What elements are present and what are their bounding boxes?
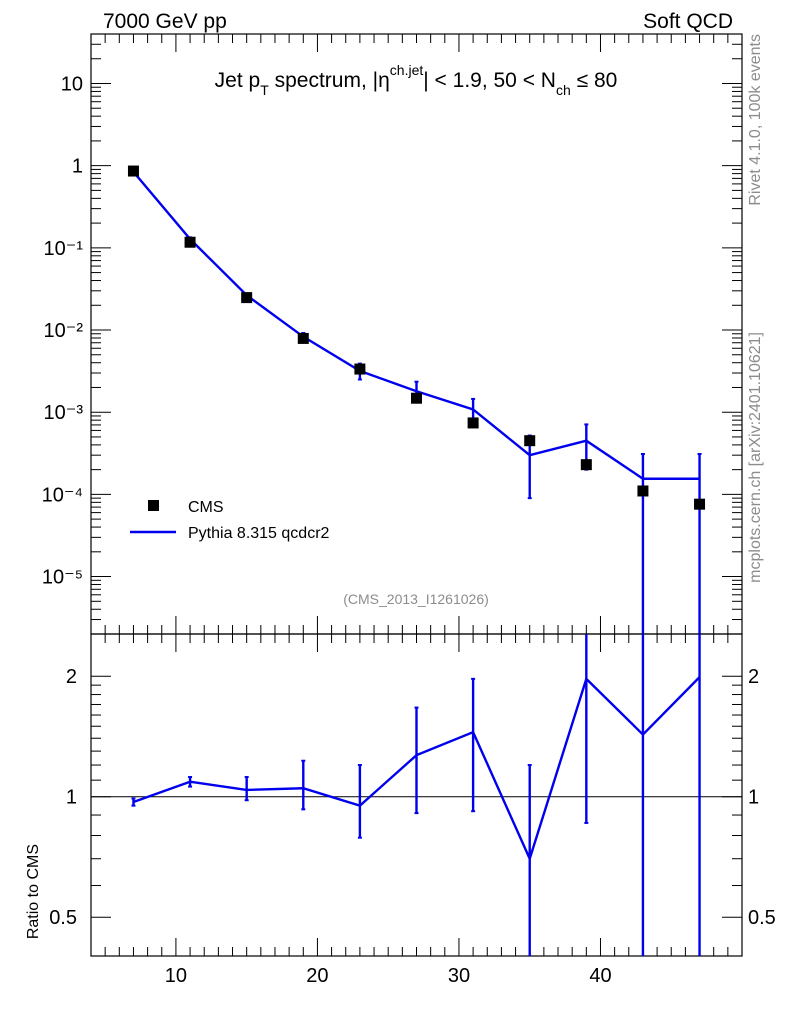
ratio-y-tick-label-right: 0.5 [748, 907, 776, 929]
data-point [637, 485, 649, 497]
ratio-y-tick-label-left: 0.5 [49, 907, 77, 929]
mc-series-ratio [131, 634, 701, 956]
ratio-y-tick-label-right: 1 [748, 787, 759, 809]
y-tick-label: 10⁻³ [44, 402, 84, 424]
ratio-panel: 0.5 0.5 1 1 2 2 10 20 30 40 Ratio to CMS [25, 633, 776, 987]
ratio-y-axis-label: Ratio to CMS [25, 844, 42, 939]
main-panel: 10⁻⁵ 10⁻⁴ 10⁻³ 10⁻² 10⁻¹ 1 10 Jet pT spectrum,… [42, 33, 743, 635]
data-point [127, 165, 139, 177]
data-point [467, 417, 479, 429]
mc-line [132, 171, 700, 480]
legend-data-label: CMS [188, 499, 224, 516]
ratio-y-tick-label-left: 1 [66, 787, 77, 809]
data-series-main [127, 165, 706, 510]
data-point [241, 292, 253, 304]
data-point [297, 332, 309, 344]
y-tick-label: 10⁻⁵ [42, 567, 83, 589]
plot-title: Jet pT spectrum, |ηch.jet| < 1.9, 50 < N… [215, 62, 618, 98]
ratio-y-tick-labels: 0.5 0.5 1 1 2 2 [49, 666, 776, 929]
data-point [524, 435, 536, 447]
main-plot-frame [90, 33, 743, 635]
data-point [354, 363, 366, 375]
legend-data-marker [148, 500, 159, 511]
side-label-bottom: mcplots.cern.ch [arXiv:2401.10621] [747, 332, 764, 583]
x-tick-label: 40 [589, 965, 611, 987]
header-left: 7000 GeV pp [103, 10, 227, 33]
y-tick-label: 10⁻¹ [44, 238, 84, 260]
side-label-top: Rivet 4.1.0, 100k events [747, 34, 764, 206]
analysis-id: (CMS_2013_I1261026) [343, 591, 489, 607]
y-tick-label: 10⁻² [44, 320, 84, 342]
data-point [580, 459, 592, 471]
ratio-axis-ticks [91, 634, 742, 957]
legend: CMS Pythia 8.315 qcdcr2 [130, 499, 330, 542]
header-right: Soft QCD [643, 10, 733, 33]
data-point [184, 236, 196, 248]
main-axis-ticks [91, 33, 742, 635]
x-tick-label: 10 [165, 965, 187, 987]
x-tick-labels: 10 20 30 40 [165, 965, 612, 987]
y-tick-label: 10 [61, 73, 83, 95]
data-point [411, 392, 422, 404]
data-point [694, 498, 706, 510]
ratio-y-tick-label-left: 2 [66, 666, 77, 688]
y-tick-label: 1 [72, 156, 83, 178]
x-tick-label: 30 [448, 965, 470, 987]
legend-mc-label: Pythia 8.315 qcdcr2 [188, 525, 330, 542]
main-y-tick-labels: 10⁻⁵ 10⁻⁴ 10⁻³ 10⁻² 10⁻¹ 1 10 [42, 73, 84, 588]
ratio-y-tick-label-right: 2 [748, 666, 759, 688]
x-tick-label: 20 [306, 965, 328, 987]
y-tick-label: 10⁻⁴ [42, 484, 83, 506]
